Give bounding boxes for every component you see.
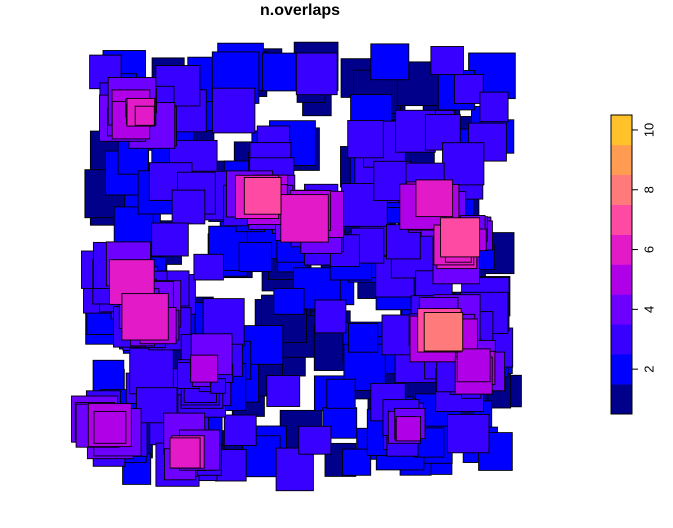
legend-swatch [611,204,632,235]
overlap-cell [93,410,127,444]
overlap-cell [121,293,169,341]
overlap-cell [211,87,256,134]
overlap-cell [193,253,224,281]
overlap-plot [71,41,522,492]
overlap-cell [423,312,464,352]
overlap-cell [266,375,301,407]
legend-tick-label: 10 [641,123,656,137]
overlap-cell [190,354,219,383]
overlap-cell [440,217,481,258]
overlap-cell [453,73,484,104]
overlap-cell [415,179,454,218]
overlap-cell [280,194,329,243]
overlap-cell [275,447,314,492]
overlap-cell [442,142,485,186]
overlap-cell [223,414,257,446]
overlap-rectangles [71,41,522,492]
overlap-cell [295,52,338,96]
overlap-cell [348,323,379,353]
overlap-cell [171,189,206,225]
overlap-cell [238,241,272,273]
overlap-cell [456,348,491,383]
legend-layer: 2 4 6 8 10 [610,114,656,415]
overlap-cell [326,378,356,409]
legend-swatch [611,324,632,355]
overlap-cell [430,46,464,76]
overlap-cell [151,222,189,257]
chart-title: n.overlaps [259,2,341,19]
overlap-cell [169,437,201,469]
legend-swatch [611,264,632,295]
overlap-cell [273,287,305,315]
overlap-cell [447,413,490,454]
overlap-cell [314,299,347,334]
legend-swatch [611,115,632,146]
legend-swatch [611,294,632,325]
legend-swatch [611,384,632,415]
legend-swatch [611,354,632,385]
overlap-cell [134,105,155,126]
overlap-cell [479,91,509,123]
overlap-cell [370,43,410,81]
overlap-cell [298,425,332,455]
overlap-cell [262,52,297,92]
overlap-cell [243,177,282,215]
overlap-cell [395,416,421,442]
legend-tick-label: 6 [641,246,656,253]
legend-swatch [611,234,632,265]
legend-swatch [611,174,632,205]
legend-tick-label: 8 [641,186,656,193]
overlap-cell [342,448,372,476]
legend-tick-label: 2 [641,366,656,373]
legend-swatch [611,144,632,176]
legend-frame [610,114,633,415]
legend-tick-label: 4 [641,306,656,313]
overlap-cell [347,120,384,159]
